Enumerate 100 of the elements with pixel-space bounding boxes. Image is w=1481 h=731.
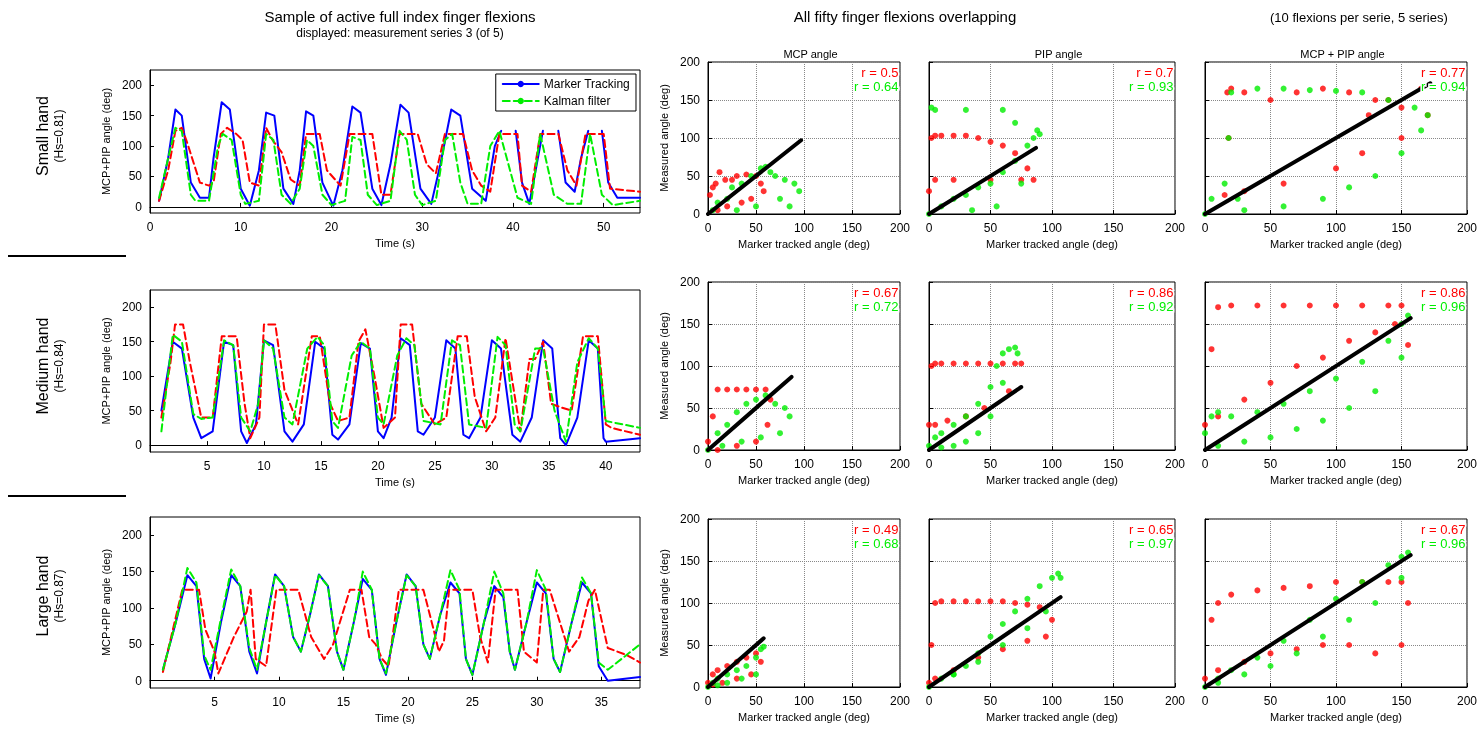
x-tick-label: 200 [1456,694,1478,708]
y-tick-label: 150 [121,564,143,579]
y-tick-label: 50 [686,169,701,183]
x-axis-title: Marker tracked angle (deg) [985,238,1119,251]
x-tick-label: 100 [1041,457,1063,471]
x-tick-label: 200 [1164,221,1186,235]
y-tick-label: 0 [693,207,701,221]
chart-title: PIP angle [1034,47,1083,60]
x-tick-label: 20 [401,695,415,709]
y-tick-label: 150 [121,108,143,123]
x-tick-label: 50 [1263,457,1278,471]
legend-label: Marker Tracking [543,77,630,91]
x-tick-label: 150 [841,457,863,471]
x-axis-title: Marker tracked angle (deg) [737,238,871,251]
x-tick-label: 25 [428,459,442,473]
annotation: r = 0.92 [1129,298,1174,314]
x-tick-label: 100 [793,221,815,235]
y-tick-label: 150 [679,554,701,568]
x-tick-label: 40 [506,220,520,234]
annotation: r = 0.96 [1421,535,1466,551]
x-tick-label: 200 [889,694,911,708]
x-axis-title: Time (s) [375,237,415,250]
x-axis-title: Marker tracked angle (deg) [1269,711,1403,724]
y-tick-label: 0 [693,443,701,457]
y-axis-title: MCP+PIP angle (deg) [99,317,112,425]
y-tick-label: 100 [121,369,143,384]
x-tick-label: 0 [704,694,712,708]
x-tick-label: 150 [1103,694,1124,708]
chart-title: MCP angle [783,47,838,60]
x-tick-label: 20 [371,459,385,473]
x-tick-label: 150 [1391,457,1412,471]
annotation: r = 0.68 [854,535,899,551]
x-tick-label: 0 [925,221,933,235]
y-tick-label: 150 [679,93,701,107]
y-tick-label: 50 [128,637,143,652]
y-tick-label: 200 [121,528,143,543]
y-tick-label: 100 [121,600,143,615]
annotation: r = 0.96 [1421,298,1466,314]
y-axis-title: Measured angle (deg) [657,549,670,657]
y-tick-label: 0 [135,438,143,453]
y-tick-label: 50 [128,403,143,418]
x-tick-label: 10 [257,459,271,473]
x-tick-label: 35 [594,695,609,709]
text: All fifty finger flexions overlapping [792,8,1018,25]
x-tick-label: 100 [793,694,815,708]
x-tick-label: 0 [925,694,933,708]
x-tick-label: 0 [1201,221,1209,235]
annotation: r = 0.93 [1129,78,1174,94]
x-tick-label: 0 [925,457,933,471]
y-tick-label: 150 [679,317,701,331]
y-axis-title: MCP+PIP angle (deg) [99,87,112,196]
annotation: r = 0.5 [861,64,899,80]
x-tick-label: 200 [1164,457,1186,471]
x-tick-label: 200 [1456,221,1478,235]
x-axis-title: Marker tracked angle (deg) [737,711,871,724]
x-tick-label: 0 [1201,457,1209,471]
x-tick-label: 0 [1201,694,1209,708]
y-tick-label: 200 [121,300,143,315]
y-tick-label: 50 [686,401,701,415]
x-tick-label: 50 [983,694,998,708]
x-tick-label: 50 [597,220,611,234]
y-tick-label: 100 [679,359,701,373]
x-tick-label: 150 [1103,221,1124,235]
x-axis-title: Time (s) [375,476,415,489]
x-tick-label: 50 [983,457,998,471]
x-tick-label: 25 [465,695,480,709]
annotation: r = 0.97 [1129,535,1174,551]
x-tick-label: 15 [314,459,328,473]
x-tick-label: 0 [704,457,712,471]
x-axis-title: Marker tracked angle (deg) [1269,238,1403,251]
chart-title: Sample of active full index finger flexions [264,8,536,25]
text: (Hs=0.87) [52,568,66,625]
y-axis-title: Measured angle (deg) [657,312,670,420]
x-tick-label: 100 [1041,694,1063,708]
y-tick-label: 150 [121,334,143,349]
x-tick-label: 50 [749,457,763,471]
x-tick-label: 5 [203,459,211,473]
x-tick-label: 50 [1263,221,1278,235]
chart-title: MCP + PIP angle [1300,47,1385,60]
x-axis-title: Marker tracked angle (deg) [985,474,1119,487]
x-tick-label: 100 [1325,694,1347,708]
x-tick-label: 150 [841,694,863,708]
y-tick-label: 0 [135,673,143,688]
x-tick-label: 30 [415,220,430,234]
x-tick-label: 100 [1041,221,1063,235]
x-tick-label: 150 [1391,221,1412,235]
annotation: r = 0.94 [1421,78,1466,94]
x-tick-label: 10 [234,220,248,234]
y-tick-label: 200 [121,78,143,93]
x-tick-label: 0 [146,220,154,234]
text: Small hand [34,95,52,179]
y-tick-label: 200 [679,275,701,289]
x-tick-label: 15 [336,695,351,709]
x-tick-label: 10 [272,695,286,709]
annotation: r = 0.65 [1129,521,1174,537]
y-tick-label: 50 [686,638,701,652]
annotation: r = 0.49 [854,521,899,537]
x-tick-label: 50 [983,221,998,235]
annotation: r = 0.67 [854,284,899,300]
x-tick-label: 200 [889,221,911,235]
